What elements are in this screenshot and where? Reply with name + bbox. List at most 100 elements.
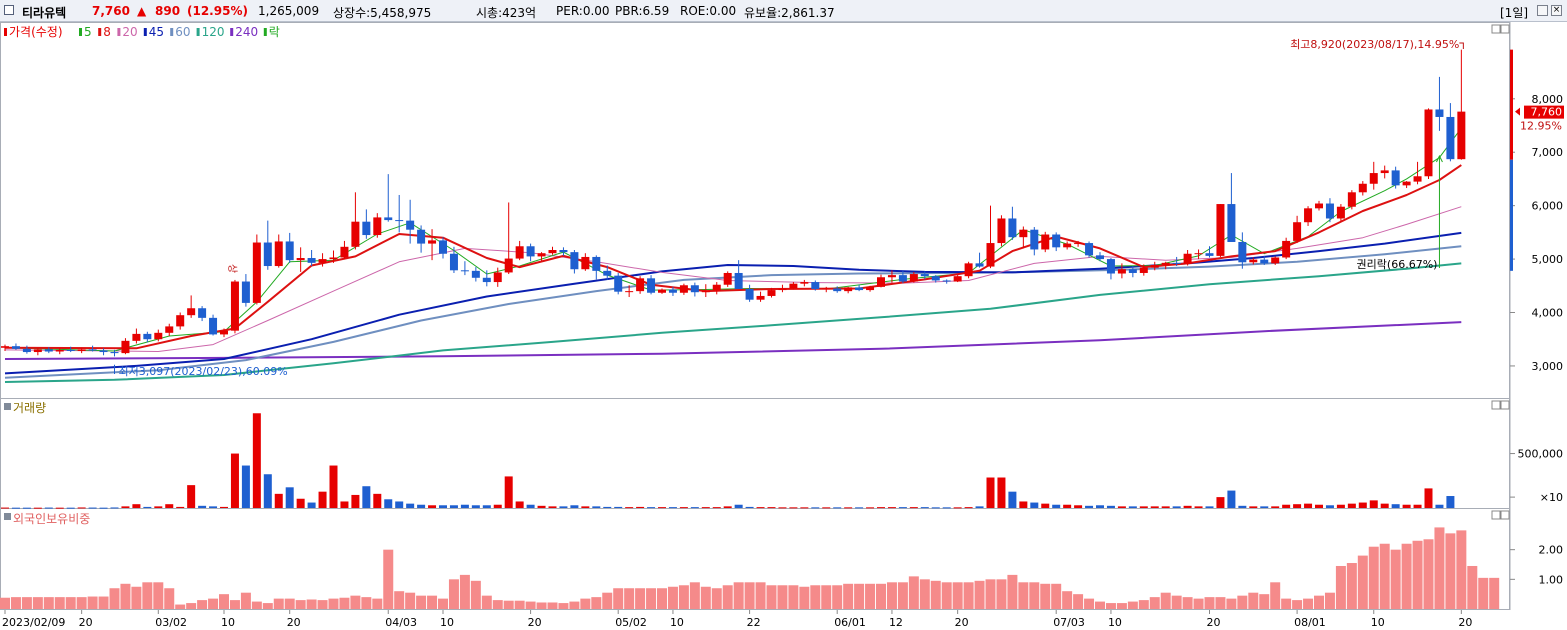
foreign-panel[interactable] xyxy=(0,508,1510,610)
candle-up xyxy=(515,246,524,259)
foreign-bar xyxy=(470,580,481,609)
x-tick-label: 20 xyxy=(1207,616,1221,629)
volume-bar xyxy=(909,507,918,509)
foreign-bar xyxy=(558,603,569,609)
foreign-bar xyxy=(273,598,284,609)
foreign-bar xyxy=(1226,598,1237,609)
volume-bar xyxy=(1413,504,1422,508)
volume-tick-label: ×10 xyxy=(1540,491,1563,504)
foreign-panel-restore-icon[interactable] xyxy=(1491,510,1501,520)
candle-up xyxy=(800,282,809,284)
foreign-bar xyxy=(941,582,952,609)
foreign-bar xyxy=(175,604,186,609)
foreign-bar xyxy=(1281,598,1292,609)
foreign-bar xyxy=(591,597,602,609)
foreign-bar xyxy=(1237,595,1248,609)
candle-up xyxy=(789,283,798,289)
candle-down xyxy=(1227,204,1236,242)
volume-tick-label: 500,000 xyxy=(1518,448,1564,461)
float-ratio: 유보율:2,861.37 xyxy=(744,6,835,20)
stock-chart[interactable]: 3,000 4,000 5,000 6,000 7,000 8,000 500,000 ×10… xyxy=(0,22,1567,630)
foreign-bar xyxy=(1204,597,1215,609)
price-panel[interactable] xyxy=(0,22,1510,399)
close-icon[interactable]: × xyxy=(1551,5,1562,16)
volume-bar xyxy=(1063,504,1072,508)
foreign-bar xyxy=(240,592,251,609)
volume-panel-close-icon[interactable] xyxy=(1500,400,1510,410)
foreign-bar xyxy=(481,595,492,609)
candle-down xyxy=(811,282,820,290)
legend-swatch xyxy=(4,28,7,36)
period-selector[interactable]: [1일] xyxy=(1500,6,1529,20)
candle-down xyxy=(570,252,579,270)
volume-bar xyxy=(241,465,250,508)
legend-swatch xyxy=(263,28,267,36)
candle-down xyxy=(603,270,612,276)
candle-down xyxy=(647,278,656,293)
candle-down xyxy=(745,289,754,300)
legend-swatch xyxy=(170,28,174,36)
foreign-bar xyxy=(0,597,10,609)
volume-panel-restore-icon[interactable] xyxy=(1491,400,1501,410)
foreign-bar xyxy=(503,600,514,609)
volume-bar xyxy=(997,477,1006,508)
foreign-bar xyxy=(1335,565,1346,609)
candle-up xyxy=(187,308,196,316)
stock-name[interactable]: 티라유텍 xyxy=(22,6,67,20)
foreign-bar xyxy=(65,597,76,609)
x-tick-label: 08/01 xyxy=(1294,616,1326,629)
foreign-bar xyxy=(153,582,164,609)
candle-up xyxy=(1074,243,1083,245)
price-panel-close-icon[interactable] xyxy=(1500,24,1510,34)
volume-bar xyxy=(811,507,820,509)
header-checkbox[interactable] xyxy=(4,5,14,15)
volume-bar xyxy=(1030,502,1039,508)
price-panel-restore-icon[interactable] xyxy=(1491,24,1501,34)
x-tick-label: 20 xyxy=(528,616,542,629)
candle-up xyxy=(778,288,787,291)
volume-bar xyxy=(734,504,743,508)
volume-bar xyxy=(1435,504,1444,508)
foreign-bar xyxy=(1467,565,1478,609)
foreign-bar xyxy=(372,598,383,609)
foreign-bar xyxy=(1138,600,1149,609)
volume-panel[interactable] xyxy=(0,398,1510,509)
foreign-bar xyxy=(1182,597,1193,609)
candle-up xyxy=(537,253,546,257)
candle-down xyxy=(22,348,31,353)
volume-bar xyxy=(844,507,853,509)
foreign-bar xyxy=(1434,527,1445,609)
volume-bar xyxy=(548,506,557,508)
foreign-panel-close-icon[interactable] xyxy=(1500,510,1510,520)
candle-up xyxy=(1063,243,1072,248)
volume-bar xyxy=(1096,505,1104,508)
volume-bar xyxy=(340,501,349,508)
candle-up xyxy=(329,257,338,260)
candle-down xyxy=(1238,241,1247,263)
foreign-bar xyxy=(722,585,733,609)
foreign-tick-label: 1.00 xyxy=(1539,573,1564,586)
candle-up xyxy=(1139,267,1148,273)
foreign-bar xyxy=(405,592,416,609)
candle-down xyxy=(11,346,20,349)
foreign-bar xyxy=(87,596,98,609)
volume-bar xyxy=(570,505,579,508)
restore-icon[interactable] xyxy=(1537,5,1548,16)
foreign-bar xyxy=(821,585,832,609)
candle-up xyxy=(493,272,502,283)
foreign-bar xyxy=(689,582,700,609)
x-tick-label: 12 xyxy=(889,616,903,629)
foreign-bar xyxy=(98,596,109,609)
candle-up xyxy=(1216,204,1225,256)
price-change: 890 xyxy=(155,4,181,18)
price-tick-label: 5,000 xyxy=(1532,253,1564,266)
candle-down xyxy=(471,270,480,278)
foreign-bar xyxy=(810,585,821,609)
volume-bar xyxy=(964,507,973,509)
candle-up xyxy=(1336,206,1345,219)
volume-bar xyxy=(318,491,327,508)
volume-bar xyxy=(1019,501,1028,508)
foreign-bar xyxy=(876,583,886,609)
foreign-bar xyxy=(1314,595,1324,609)
candle-up xyxy=(636,278,645,292)
